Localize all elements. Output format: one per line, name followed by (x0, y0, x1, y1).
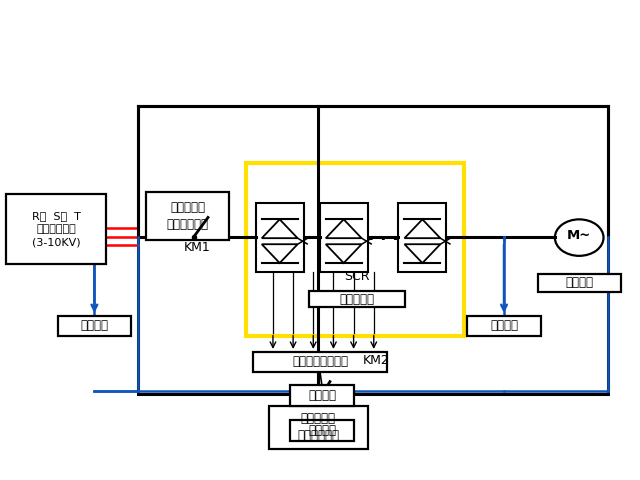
Bar (269, 406, 368, 449)
Bar (253, 352, 387, 372)
Bar (58, 316, 131, 336)
Bar (309, 291, 405, 307)
Text: 进线接触器
（或断路器）: 进线接触器 （或断路器） (166, 201, 209, 231)
Text: KM2: KM2 (363, 353, 390, 367)
Bar (6, 194, 106, 264)
Bar (290, 420, 354, 441)
Text: 人机界面: 人机界面 (308, 424, 336, 437)
Bar (138, 106, 608, 394)
Text: 旁路接触器
（或断路器）: 旁路接触器 （或断路器） (298, 412, 339, 443)
Text: 光纤隔离触发模块: 光纤隔离触发模块 (292, 355, 348, 369)
Bar (256, 203, 304, 273)
Bar (467, 316, 541, 336)
Bar (320, 203, 368, 273)
Text: R．  S．  T
三相交流电源
(3-10KV): R． S． T 三相交流电源 (3-10KV) (31, 211, 81, 248)
Text: 电流检测: 电流检测 (490, 319, 518, 333)
Bar (146, 192, 229, 240)
Bar (290, 385, 354, 406)
Text: 电压检测: 电压检测 (81, 319, 108, 333)
Bar (398, 203, 447, 273)
Text: 高压电机: 高压电机 (565, 276, 593, 289)
Text: KM1: KM1 (184, 240, 211, 254)
Text: 可控硬阀组: 可控硬阀组 (340, 292, 374, 306)
Text: . . .: . . . (368, 226, 398, 244)
Bar (538, 274, 621, 292)
Bar (246, 163, 464, 336)
Text: M~: M~ (567, 228, 591, 242)
Text: 主控单元: 主控单元 (308, 389, 336, 402)
Text: SCR: SCR (344, 269, 369, 283)
